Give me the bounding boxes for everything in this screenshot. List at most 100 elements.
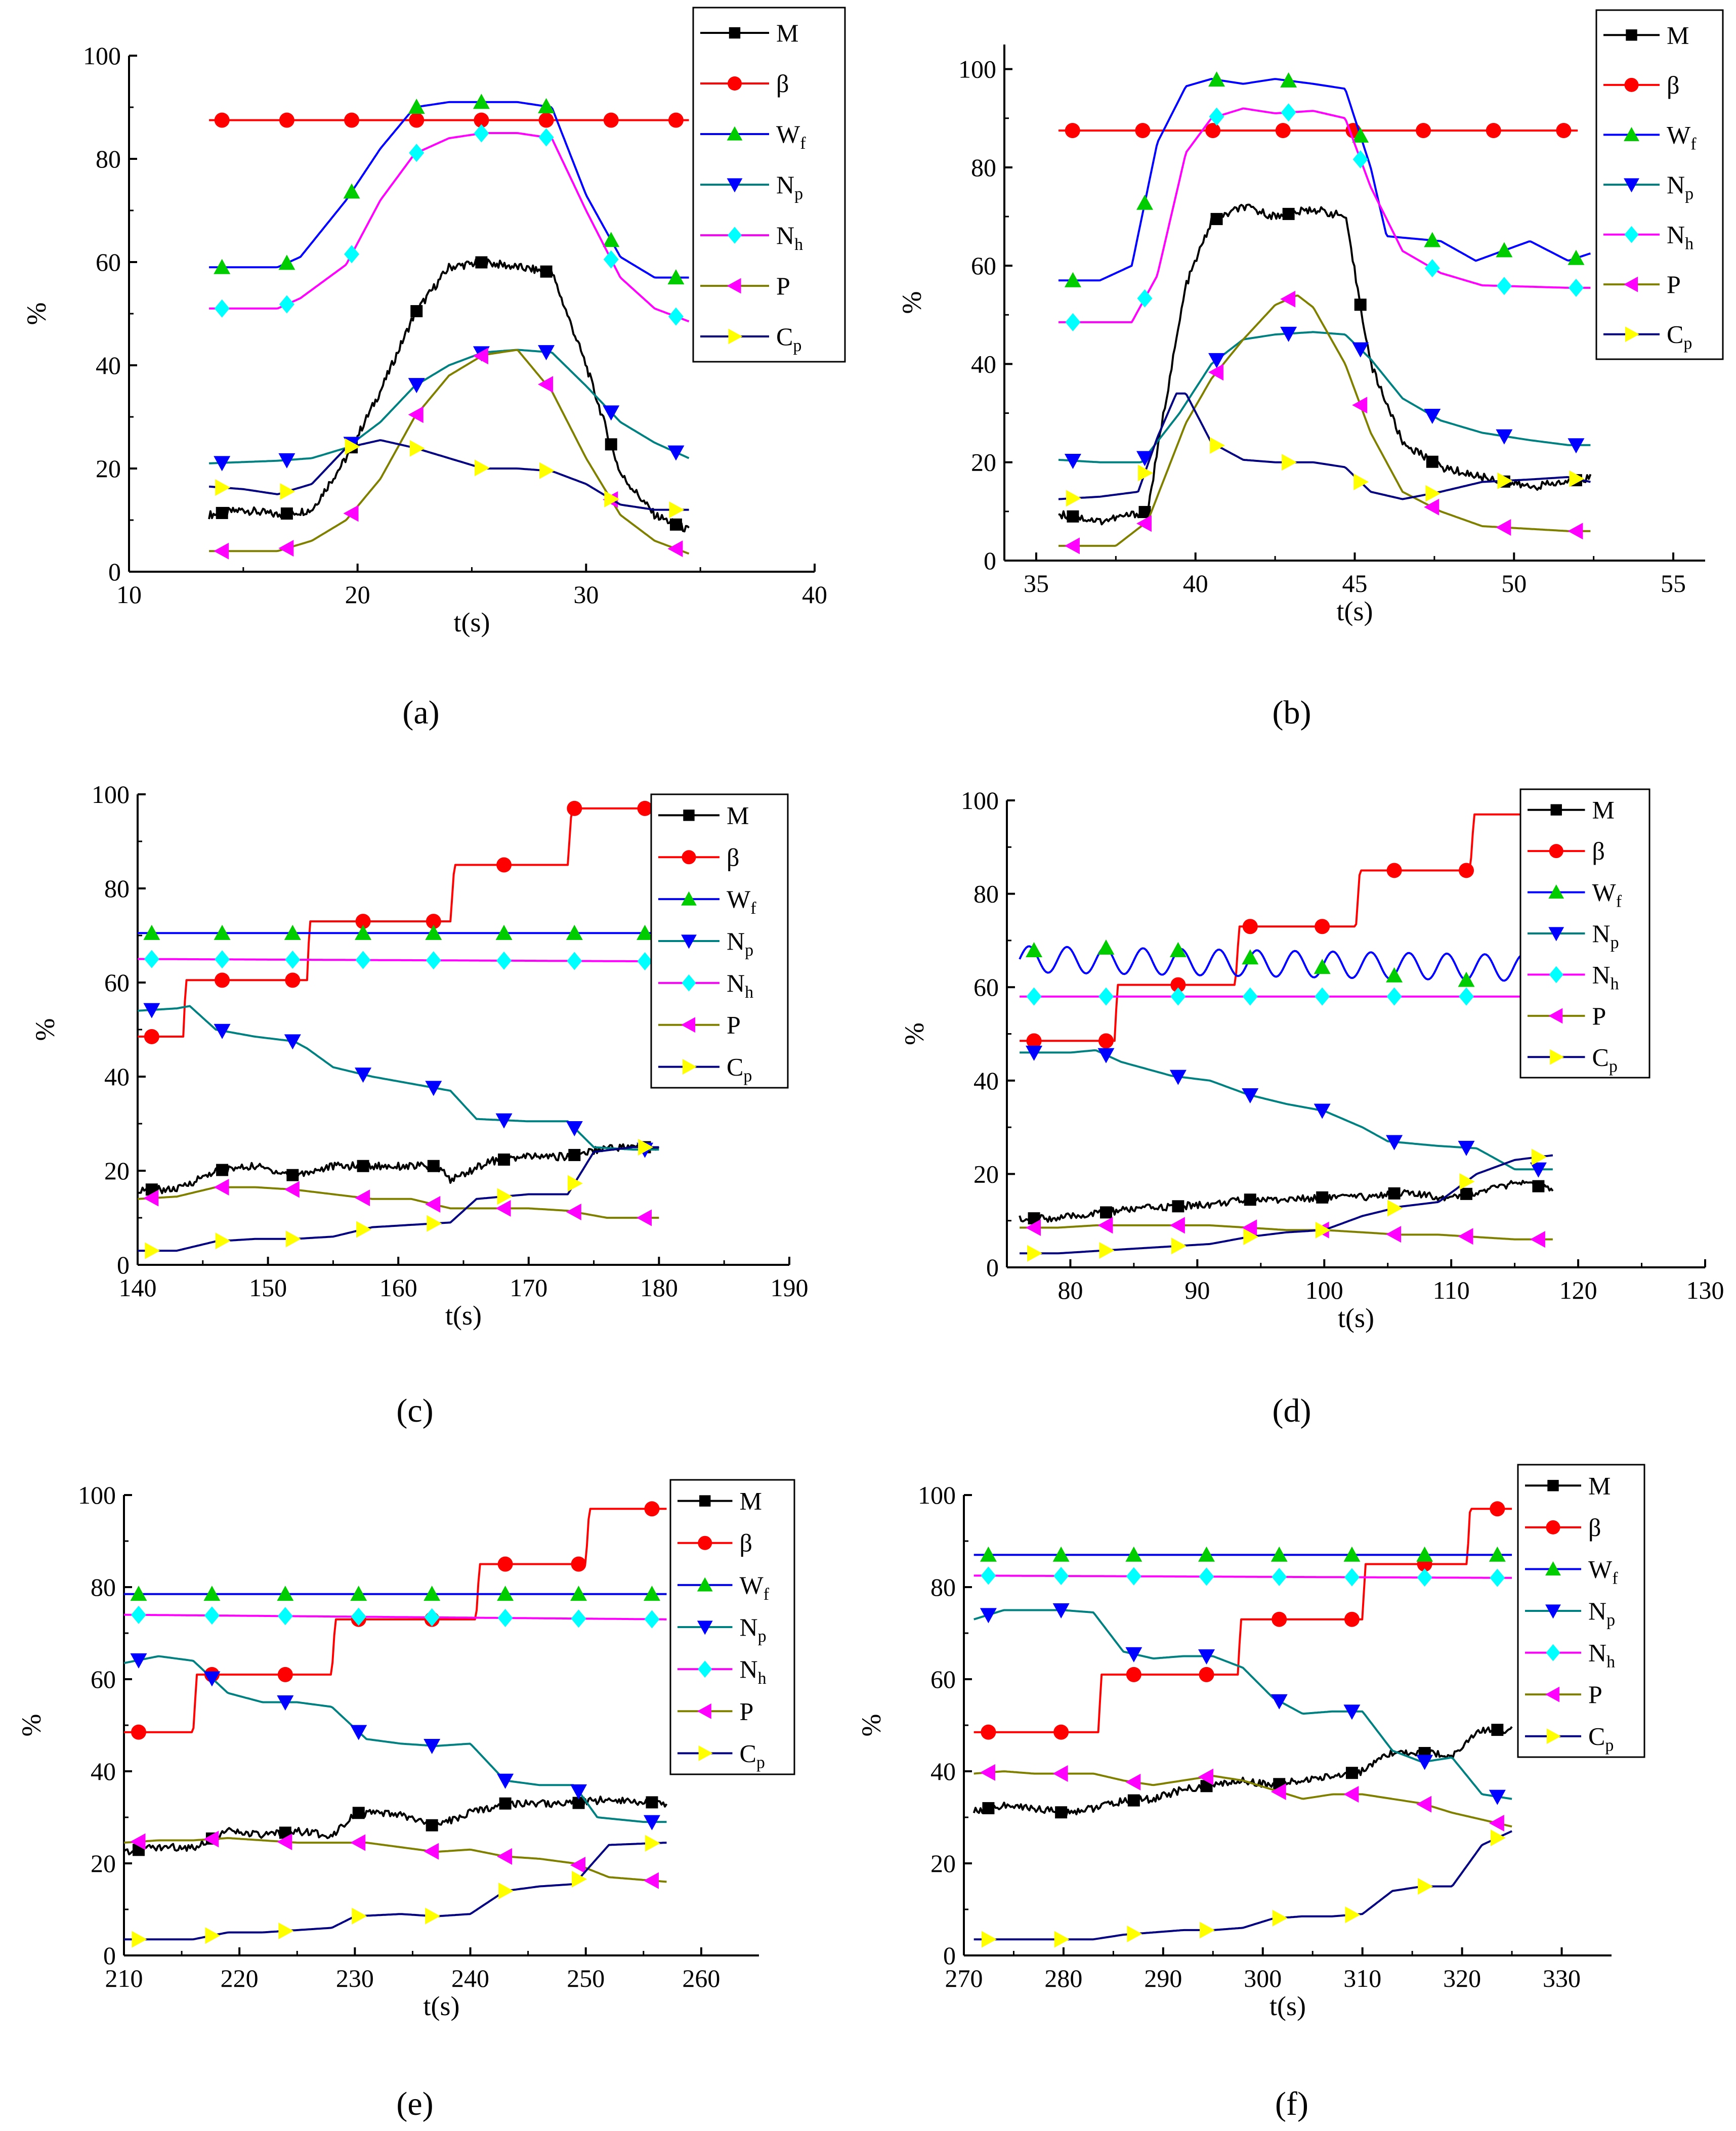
data-point-beta	[1065, 123, 1080, 138]
x-tick-label: 310	[1343, 1964, 1381, 1992]
data-point-P	[1280, 290, 1296, 308]
x-tick-label: 240	[451, 1964, 489, 1992]
y-axis-label: %	[899, 1022, 929, 1045]
legend-subscript: p	[756, 1753, 765, 1772]
legend-subscript: p	[745, 941, 753, 960]
x-tick-label: 270	[945, 1964, 983, 1992]
series-line-P	[209, 349, 690, 555]
data-point-Wf	[1458, 971, 1475, 987]
series-line-M	[137, 1142, 659, 1195]
data-point-P	[424, 1843, 439, 1860]
data-point-Cp	[1425, 485, 1441, 502]
blue-triangle-down-icon	[681, 934, 697, 949]
data-point-P	[473, 348, 488, 365]
data-point-M	[352, 1807, 365, 1819]
series-line-Cp	[973, 1830, 1512, 1941]
data-point-Np	[1271, 1694, 1288, 1710]
data-point-beta	[474, 112, 489, 128]
data-point-M	[568, 1148, 581, 1161]
data-point-M	[1210, 212, 1223, 225]
y-axis-label: %	[21, 303, 52, 325]
legend-subscript: f	[750, 899, 756, 918]
legend-subscript: p	[758, 1627, 767, 1646]
red-circle-icon	[728, 76, 742, 91]
legend-label-Np: Np	[1588, 1597, 1615, 1630]
red-circle-icon	[1549, 844, 1563, 859]
data-point-Np	[1198, 1649, 1215, 1665]
y-tick-label: 80	[104, 874, 130, 903]
data-point-P	[980, 1764, 995, 1781]
data-point-beta	[1205, 123, 1221, 138]
data-point-M	[1099, 1206, 1112, 1219]
x-tick-label: 230	[336, 1964, 374, 1992]
data-point-Cp	[1353, 473, 1369, 490]
data-point-Np	[980, 1608, 997, 1624]
y-tick-label: 0	[117, 1251, 130, 1279]
data-point-Cp	[1490, 1829, 1506, 1847]
data-point-Np	[1280, 326, 1297, 342]
data-point-Np	[1026, 1045, 1043, 1061]
black-square-icon	[1626, 29, 1637, 41]
data-point-M	[1426, 455, 1438, 468]
data-point-Cp	[1272, 1909, 1288, 1927]
y-tick-label: 20	[96, 454, 121, 483]
data-point-M	[1127, 1794, 1140, 1807]
data-point-P	[566, 1203, 581, 1220]
data-point-Wf	[1280, 72, 1297, 88]
data-point-Np	[214, 456, 231, 472]
legend-subscript: p	[1683, 334, 1692, 353]
yellow-triangle-right-icon	[1625, 326, 1639, 343]
green-triangle-up-icon	[1545, 1561, 1561, 1576]
data-point-beta	[214, 112, 230, 128]
data-point-P	[1125, 1773, 1141, 1791]
yellow-triangle-right-icon	[1550, 1049, 1564, 1065]
data-point-beta	[426, 914, 441, 929]
data-point-M	[426, 1819, 438, 1831]
data-point-M	[646, 1796, 658, 1809]
data-point-P	[1489, 1815, 1504, 1832]
data-point-Nh	[1417, 1568, 1432, 1587]
panel-caption: (d)	[1273, 1392, 1311, 1429]
data-point-Cp	[215, 1232, 231, 1250]
data-point-P	[408, 406, 424, 423]
data-point-Cp	[1387, 1200, 1403, 1217]
x-tick-label: 35	[1024, 569, 1049, 598]
data-point-Cp	[1027, 1245, 1043, 1262]
x-tick-label: 110	[1433, 1276, 1470, 1304]
legend-subscript: f	[1690, 135, 1697, 153]
data-point-Wf	[277, 1586, 294, 1601]
data-point-Nh	[1170, 987, 1186, 1006]
x-tick-label: 80	[1057, 1276, 1083, 1304]
data-point-P	[1496, 519, 1511, 536]
data-point-Wf	[1125, 1546, 1142, 1562]
data-point-Wf	[214, 924, 231, 940]
data-point-beta	[355, 914, 371, 929]
data-point-Nh	[571, 1609, 586, 1628]
data-point-Nh	[277, 1607, 293, 1626]
red-circle-icon	[1624, 77, 1639, 92]
data-point-Wf	[1314, 959, 1331, 974]
green-triangle-up-icon	[697, 1577, 713, 1592]
y-tick-label: 80	[91, 1573, 116, 1601]
data-point-beta	[637, 800, 653, 816]
data-point-Cp	[981, 1931, 997, 1948]
y-tick-label: 100	[961, 786, 999, 815]
data-point-Cp	[1138, 464, 1154, 482]
data-point-Np	[1458, 1140, 1475, 1156]
data-point-Cp	[1315, 1221, 1331, 1239]
legend-subscript: p	[1609, 1057, 1618, 1076]
data-point-M	[1316, 1191, 1329, 1204]
data-point-Cp	[1569, 470, 1585, 487]
data-point-Cp	[1171, 1238, 1187, 1255]
data-point-Nh	[426, 951, 441, 970]
legend-subscript: f	[800, 134, 806, 153]
data-point-Nh	[1199, 1567, 1214, 1586]
data-point-Cp	[425, 1907, 441, 1925]
data-point-Nh	[279, 295, 294, 314]
data-point-Np	[278, 453, 295, 468]
data-point-Np	[1530, 1162, 1547, 1178]
